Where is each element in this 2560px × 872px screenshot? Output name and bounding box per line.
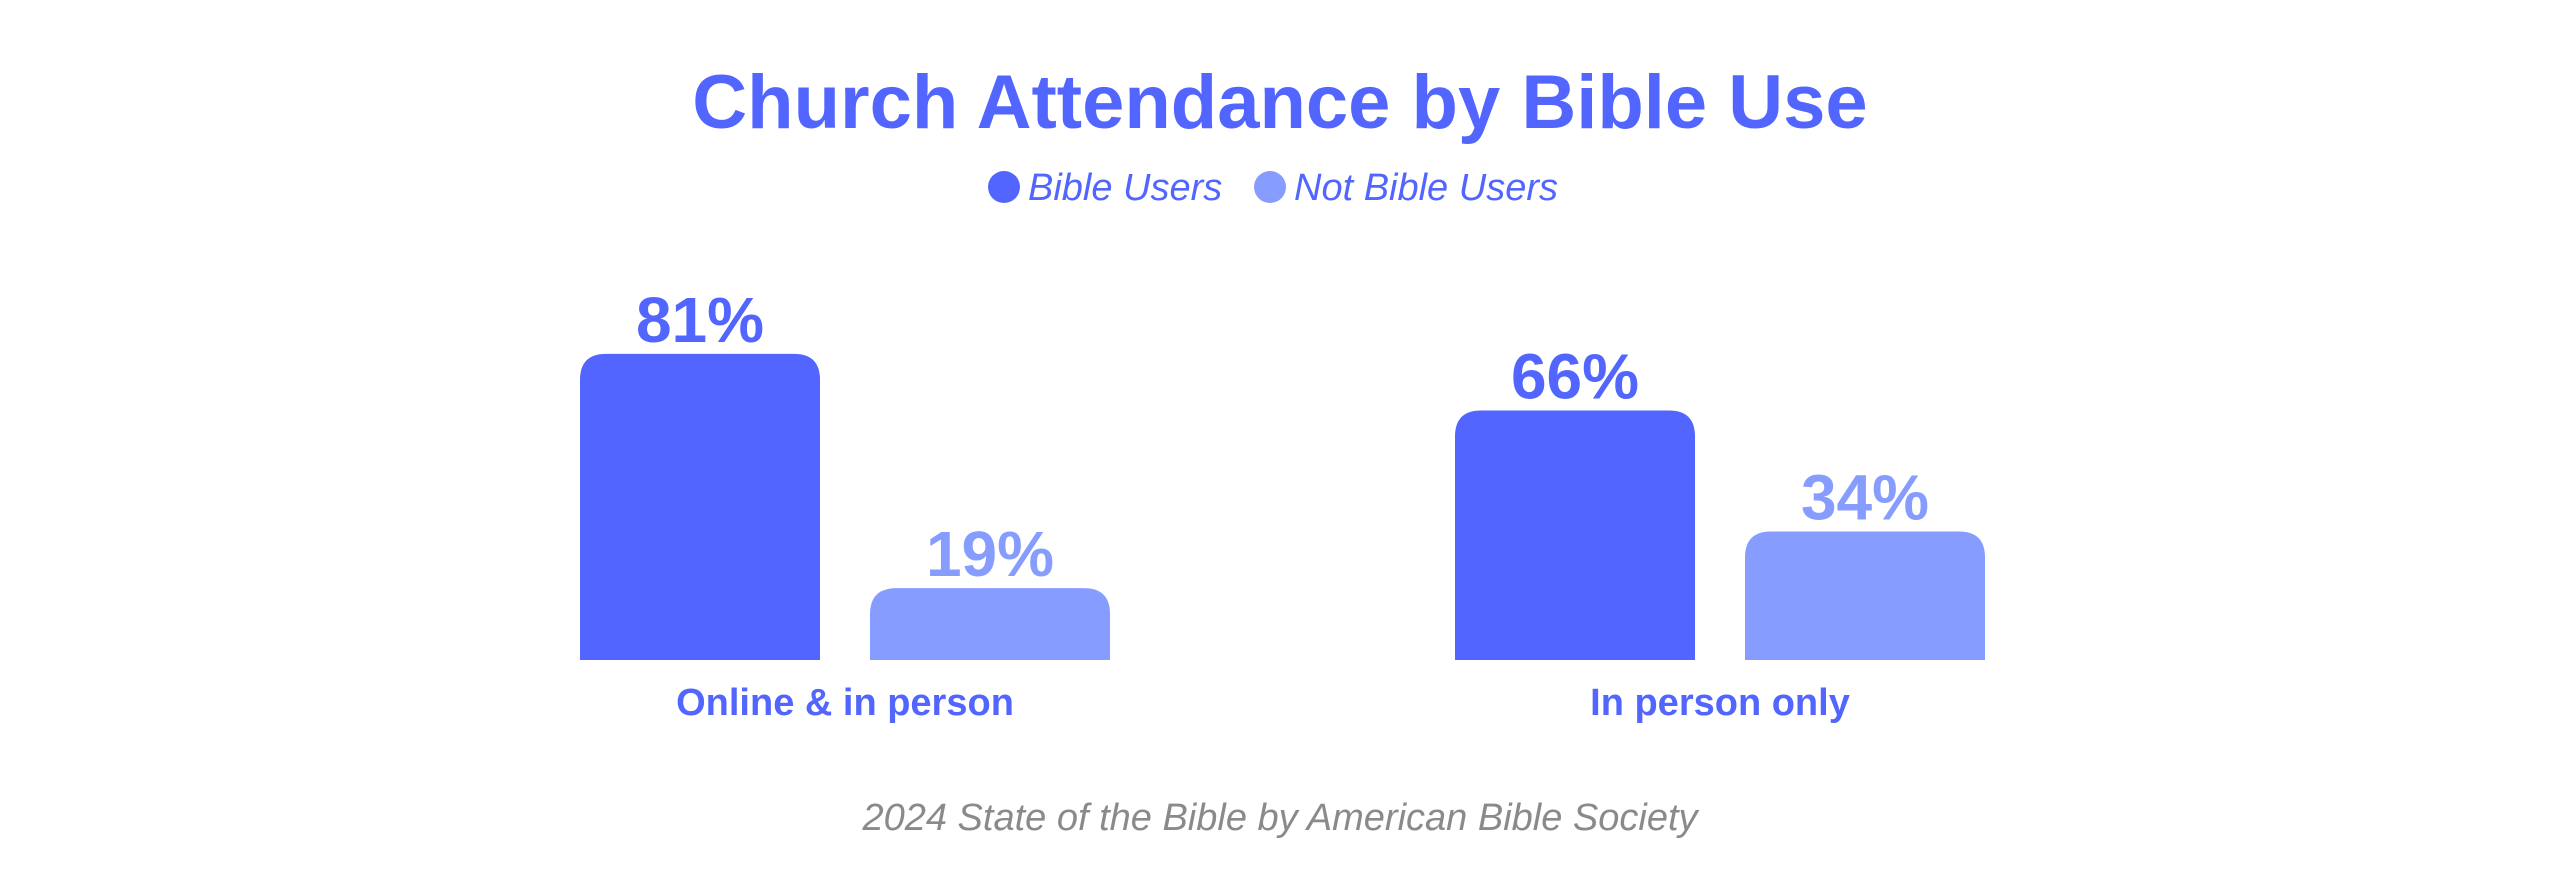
legend-label-not-bible-users: Not Bible Users <box>1294 167 1558 209</box>
legend: Bible Users Not Bible Users <box>988 167 1558 209</box>
bar-bible-users-in-person-only <box>1455 410 1695 660</box>
value-labels-group: 81% 19% 66% 34% <box>636 284 1929 590</box>
bar-not-bible-users-in-person-only <box>1745 531 1985 660</box>
legend-label-bible-users: Bible Users <box>1028 167 1222 209</box>
source-note: 2024 State of the Bible by American Bibl… <box>861 797 1699 839</box>
value-label-not-bible-users-in-person-only: 34% <box>1801 461 1929 533</box>
legend-marker-bible-users <box>988 171 1020 203</box>
category-labels-group: Online & in person In person only <box>676 682 1850 724</box>
bars-group <box>580 353 1985 660</box>
value-label-bible-users-online-in-person: 81% <box>636 284 764 356</box>
category-label-online-in-person: Online & in person <box>676 682 1014 724</box>
legend-marker-not-bible-users <box>1254 171 1286 203</box>
chart-title: Church Attendance by Bible Use <box>692 60 1867 145</box>
bar-not-bible-users-online-in-person <box>870 588 1110 660</box>
category-label-in-person-only: In person only <box>1590 682 1850 724</box>
value-label-bible-users-in-person-only: 66% <box>1511 341 1639 413</box>
bar-bible-users-online-in-person <box>580 353 820 660</box>
value-label-not-bible-users-online-in-person: 19% <box>926 518 1054 590</box>
